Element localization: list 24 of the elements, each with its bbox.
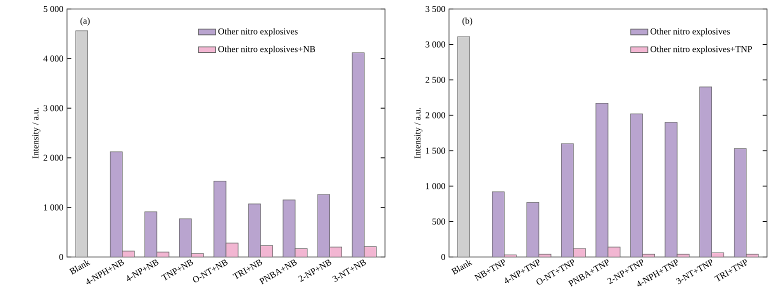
annotation: (b) xyxy=(462,18,472,26)
y-tick-label: 1 500 xyxy=(426,148,446,154)
bar xyxy=(75,30,88,257)
y-tick-label: 500 xyxy=(432,218,446,225)
y-tick-label: 0 xyxy=(441,254,446,260)
y-tick-label: 3 000 xyxy=(44,105,64,112)
y-tick-label: 1 000 xyxy=(44,204,64,210)
y-tick-label: 2 000 xyxy=(44,154,64,161)
y-tick-label: 2 000 xyxy=(426,112,446,118)
y-tick-label: 2 500 xyxy=(426,76,446,83)
legend-label: Other nitro explosives+TNP xyxy=(650,46,752,54)
y-tick-label: 3 000 xyxy=(426,41,446,48)
y-tick-label: 3 500 xyxy=(426,6,446,12)
legend-label: Other nitro explosives xyxy=(650,28,730,36)
y-tick-label: 1 000 xyxy=(426,183,446,190)
annotation: (a) xyxy=(80,18,90,26)
y-tick-label: 5 000 xyxy=(44,6,64,12)
y-axis-title: Intensity / a.u. xyxy=(32,108,40,158)
y-axis-title: Intensity / a.u. xyxy=(414,108,422,158)
y-tick-label: 0 xyxy=(59,254,64,260)
legend-label: Other nitro explosives+NB xyxy=(218,46,316,54)
y-tick-label: 4 000 xyxy=(43,56,64,62)
x-tick-label: Blank xyxy=(451,260,472,275)
legend-label: Other nitro explosives xyxy=(218,28,298,36)
